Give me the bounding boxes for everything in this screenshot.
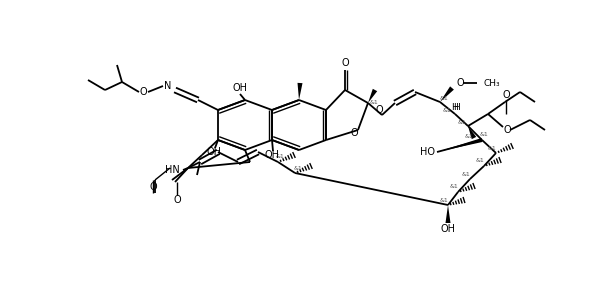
Text: &1: &1 (465, 134, 473, 138)
Text: N: N (164, 81, 171, 91)
Text: OH: OH (441, 224, 456, 234)
Text: CH₃: CH₃ (484, 78, 501, 88)
Text: O: O (503, 125, 511, 135)
Text: &1: &1 (276, 155, 284, 160)
Text: &1: &1 (488, 145, 496, 150)
Text: &1: &1 (370, 99, 378, 105)
Text: H: H (454, 102, 461, 112)
Text: HN: HN (165, 165, 180, 175)
Polygon shape (368, 89, 377, 103)
Text: O: O (375, 105, 383, 115)
Text: &1: &1 (442, 109, 451, 113)
Text: O: O (341, 58, 349, 68)
Polygon shape (445, 205, 450, 223)
Polygon shape (437, 138, 482, 152)
Text: &1: &1 (439, 96, 448, 102)
Polygon shape (440, 86, 454, 102)
Text: &1: &1 (458, 120, 467, 124)
Text: &1: &1 (450, 185, 458, 189)
Text: &1: &1 (479, 132, 488, 138)
Text: O: O (456, 78, 464, 88)
Text: OH: OH (264, 150, 279, 160)
Text: OH: OH (233, 83, 247, 93)
Text: HO: HO (420, 147, 435, 157)
Text: &1: &1 (476, 159, 484, 163)
Text: &1: &1 (294, 166, 302, 170)
Text: &1: &1 (462, 171, 470, 177)
Text: O: O (350, 128, 358, 138)
Text: O: O (173, 195, 181, 205)
Text: O: O (502, 90, 510, 100)
Text: O: O (149, 182, 157, 192)
Text: OH: OH (207, 147, 222, 157)
Polygon shape (298, 83, 302, 100)
Polygon shape (468, 126, 476, 139)
Text: H: H (451, 102, 458, 112)
Text: &1: &1 (439, 198, 448, 203)
Text: O: O (139, 87, 147, 97)
